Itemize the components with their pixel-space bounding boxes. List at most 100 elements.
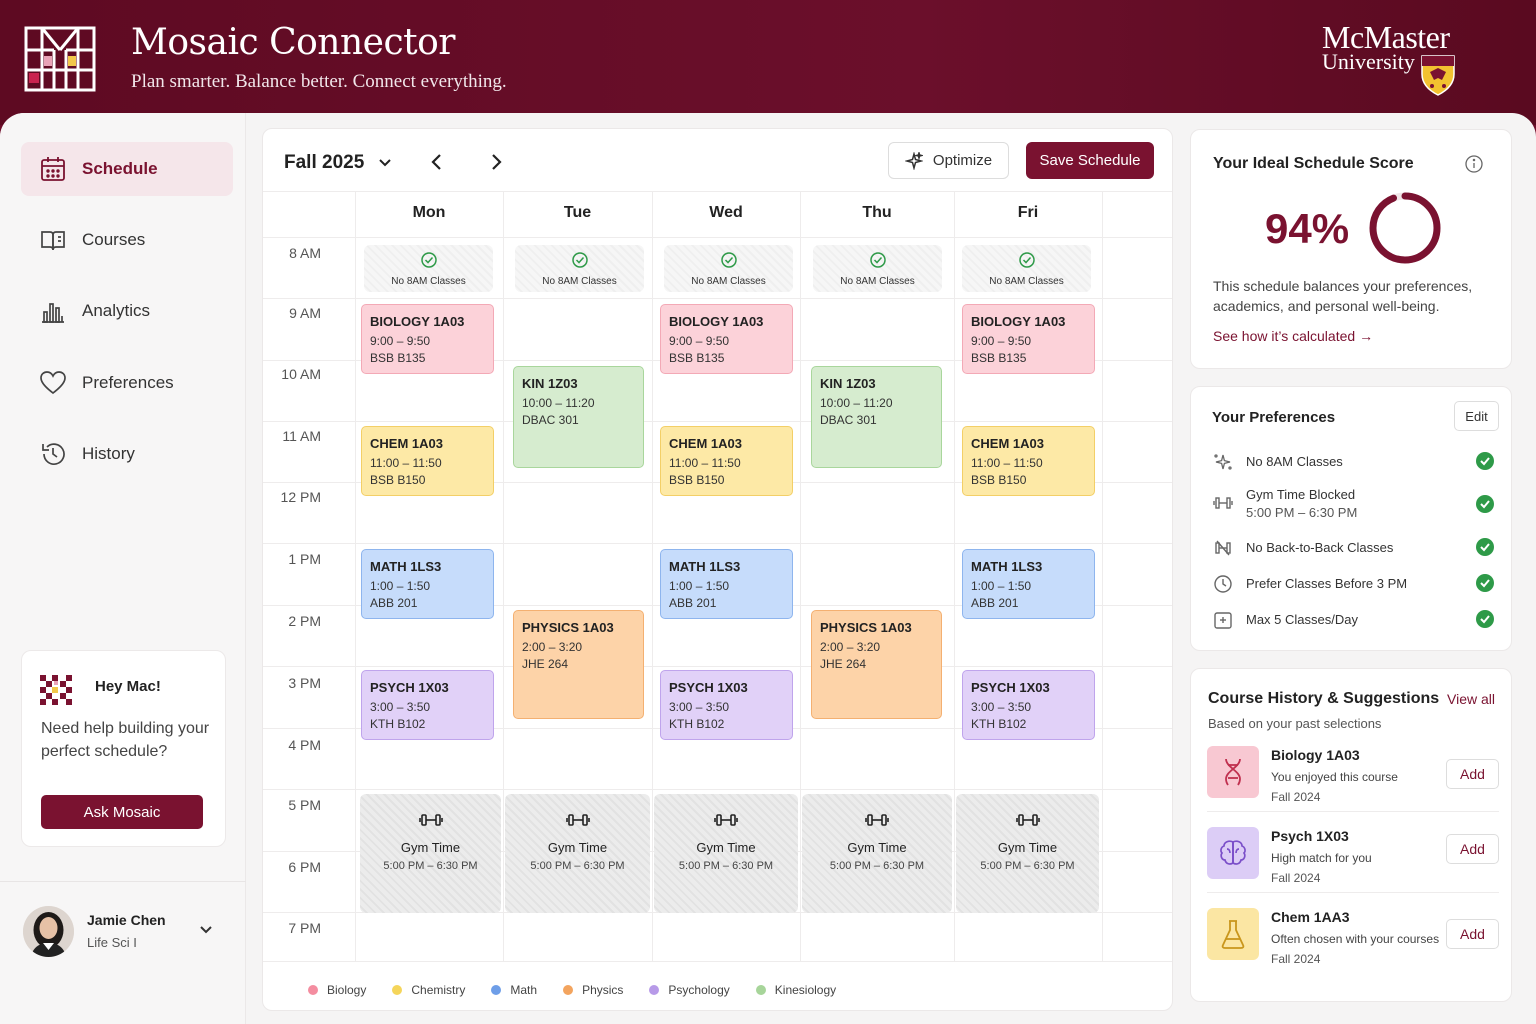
check-circle-icon [1476, 610, 1494, 628]
course-time: 10:00 – 11:20 [522, 396, 595, 410]
ask-mosaic-button[interactable]: Ask Mosaic [41, 795, 203, 829]
gym-block-mon[interactable]: Gym Time 5:00 PM – 6:30 PM [360, 794, 501, 913]
course-block-chem-fri[interactable]: CHEM 1A03 11:00 – 11:50 BSB B150 [962, 426, 1095, 496]
time-label: 6 PM [288, 859, 321, 875]
course-block-psych-wed[interactable]: PSYCH 1X03 3:00 – 3:50 KTH B102 [660, 670, 793, 740]
optimize-button[interactable]: Optimize [888, 142, 1009, 179]
sidebar-item-schedule[interactable]: Schedule [21, 142, 233, 196]
add-course-button[interactable]: Add [1446, 834, 1499, 864]
chevron-right-icon[interactable] [486, 151, 506, 173]
help-greeting: Hey Mac! [95, 678, 161, 695]
university-name-line1: McMaster [1322, 19, 1450, 55]
sidebar-item-courses[interactable]: Courses [21, 213, 233, 267]
course-time: 2:00 – 3:20 [522, 640, 583, 654]
course-block-math-mon[interactable]: MATH 1LS3 1:00 – 1:50 ABB 201 [361, 549, 494, 619]
view-all-link[interactable]: View all [1447, 691, 1495, 707]
arrow-right-icon: → [1359, 328, 1374, 344]
no-8am-label: No 8AM Classes [691, 276, 766, 287]
sidebar-item-label: History [82, 444, 135, 463]
user-program: Life Sci I [87, 935, 137, 950]
sidebar-item-label: Courses [82, 230, 146, 249]
term-selector[interactable]: Fall 2025 [284, 152, 365, 173]
gym-block-wed[interactable]: Gym Time 5:00 PM – 6:30 PM [654, 794, 798, 913]
score-calculation-link[interactable]: See how it’s calculated → [1213, 328, 1374, 344]
save-schedule-button[interactable]: Save Schedule [1026, 142, 1154, 179]
score-value: 94% [1265, 205, 1350, 252]
dumbbell-icon [1015, 814, 1040, 826]
course-block-math-fri[interactable]: MATH 1LS3 1:00 – 1:50 ABB 201 [962, 549, 1095, 619]
gym-hours: 5:00 PM – 6:30 PM [678, 860, 774, 872]
book-icon [39, 226, 67, 254]
no-8am-label: No 8AM Classes [391, 276, 466, 287]
check-circle-icon [720, 252, 737, 268]
suggestion-name: Chem 1AA3 [1271, 909, 1350, 925]
suggestion-reason: High match for you [1271, 851, 1372, 865]
add-course-button[interactable]: Add [1446, 919, 1499, 949]
optimize-label: Optimize [932, 152, 993, 169]
university-name-line2: University [1322, 49, 1415, 74]
course-block-chem-wed[interactable]: CHEM 1A03 11:00 – 11:50 BSB B150 [660, 426, 793, 496]
course-block-kin-tue[interactable]: KIN 1Z03 10:00 – 11:20 DBAC 301 [513, 366, 644, 468]
chevron-left-icon[interactable] [427, 151, 447, 173]
gym-block-thu[interactable]: Gym Time 5:00 PM – 6:30 PM [802, 794, 952, 913]
course-time: 2:00 – 3:20 [820, 640, 881, 654]
gym-hours: 5:00 PM – 6:30 PM [530, 860, 625, 872]
app-tagline: Plan smarter. Balance better. Connect ev… [131, 71, 507, 92]
gym-block-tue[interactable]: Gym Time 5:00 PM – 6:30 PM [505, 794, 650, 913]
course-code: BIOLOGY 1A03 [971, 314, 1066, 329]
course-time: 1:00 – 1:50 [370, 579, 431, 593]
check-circle-icon [420, 252, 437, 268]
flask-icon [1207, 908, 1259, 960]
course-room: DBAC 301 [820, 413, 877, 427]
course-code: PSYCH 1X03 [971, 680, 1050, 695]
clock-icon [1214, 575, 1232, 593]
course-block-biology-wed[interactable]: BIOLOGY 1A03 9:00 – 9:50 BSB B135 [660, 304, 793, 374]
course-block-psych-mon[interactable]: PSYCH 1X03 3:00 – 3:50 KTH B102 [361, 670, 494, 740]
course-time: 3:00 – 3:50 [971, 700, 1032, 714]
avatar[interactable] [23, 906, 74, 957]
time-label: 4 PM [288, 737, 321, 753]
course-block-physics-tue[interactable]: PHYSICS 1A03 2:00 – 3:20 JHE 264 [513, 610, 644, 719]
time-label: 9 AM [289, 305, 321, 321]
chevron-down-icon[interactable] [197, 921, 215, 939]
preferences-card: Your Preferences Edit No 8AM Classes Gym… [1190, 386, 1512, 651]
course-code: KIN 1Z03 [820, 376, 876, 391]
sparkle-icon [904, 151, 923, 170]
university-crest-icon [1421, 55, 1455, 96]
gym-block-fri[interactable]: Gym Time 5:00 PM – 6:30 PM [956, 794, 1099, 913]
heart-icon [39, 369, 67, 397]
dumbbell-icon [418, 814, 443, 826]
course-block-biology-fri[interactable]: BIOLOGY 1A03 9:00 – 9:50 BSB B135 [962, 304, 1095, 374]
course-block-biology-mon[interactable]: BIOLOGY 1A03 9:00 – 9:50 BSB B135 [361, 304, 494, 374]
sidebar-item-analytics[interactable]: Analytics [21, 284, 233, 338]
course-code: PSYCH 1X03 [370, 680, 449, 695]
sidebar-item-preferences[interactable]: Preferences [21, 356, 233, 410]
add-course-button[interactable]: Add [1446, 759, 1499, 789]
legend-item-kinesiology: Kinesiology [755, 983, 836, 997]
course-block-math-wed[interactable]: MATH 1LS3 1:00 – 1:50 ABB 201 [660, 549, 793, 619]
gym-title: Gym Time [400, 840, 461, 855]
sidebar-item-history[interactable]: History [21, 427, 233, 481]
score-title: Your Ideal Schedule Score [1213, 155, 1414, 172]
course-room: BSB B150 [971, 473, 1027, 487]
suggestion-term: Fall 2024 [1271, 790, 1321, 804]
course-room: KTH B102 [971, 717, 1027, 731]
info-icon[interactable] [1465, 155, 1483, 173]
day-header-wed: Wed [709, 204, 743, 221]
course-block-physics-thu[interactable]: PHYSICS 1A03 2:00 – 3:20 JHE 264 [811, 610, 942, 719]
app-header: Mosaic Connector Plan smarter. Balance b… [0, 0, 1536, 125]
history-subtitle: Based on your past selections [1208, 716, 1382, 731]
check-circle-icon [1476, 495, 1494, 513]
course-block-kin-thu[interactable]: KIN 1Z03 10:00 – 11:20 DBAC 301 [811, 366, 942, 468]
course-block-chem-mon[interactable]: CHEM 1A03 11:00 – 11:50 BSB B150 [361, 426, 494, 496]
chevron-down-icon[interactable] [377, 155, 393, 171]
edit-preferences-button[interactable]: Edit [1454, 401, 1499, 431]
mosaic-logo-icon [24, 26, 96, 92]
score-description: This schedule balances your preferences,… [1213, 278, 1473, 314]
course-room: DBAC 301 [522, 413, 579, 427]
time-label: 7 PM [288, 920, 321, 936]
suggestion-row: Psych 1X03 High match for you Fall 2024 … [1207, 827, 1499, 885]
gym-title: Gym Time [997, 840, 1058, 855]
course-code: CHEM 1A03 [971, 436, 1044, 451]
course-block-psych-fri[interactable]: PSYCH 1X03 3:00 – 3:50 KTH B102 [962, 670, 1095, 740]
